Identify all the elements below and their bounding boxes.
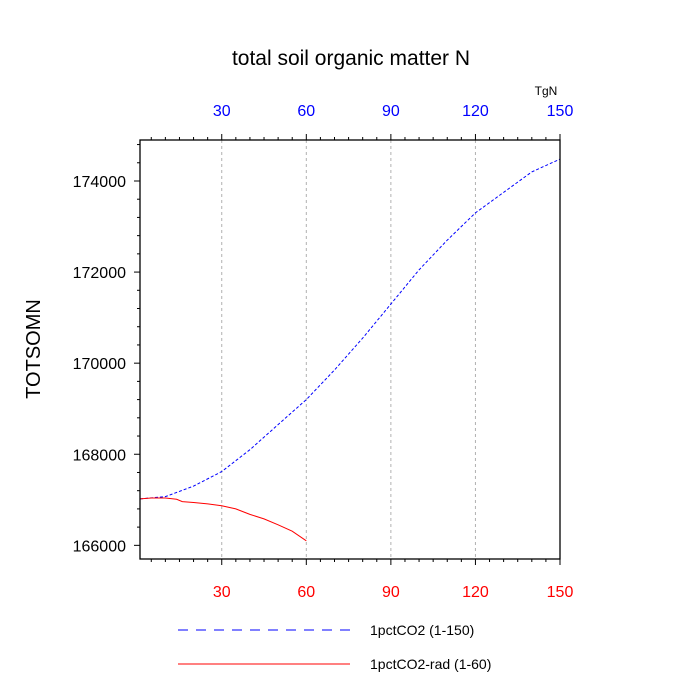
y-tick-label: 166000 xyxy=(73,538,126,555)
chart-title: total soil organic matter N xyxy=(232,47,470,70)
top-x-tick-labels: 30 60 90 120 150 xyxy=(213,103,574,120)
series-line-1 xyxy=(139,497,307,542)
plot-series xyxy=(139,158,561,542)
top-axis-unit-label: TgN xyxy=(535,84,558,98)
y-tick-label: 168000 xyxy=(73,447,126,464)
x-tick-label-top: 90 xyxy=(382,103,400,120)
x-tick-label-top: 120 xyxy=(462,103,489,120)
axis-ticks xyxy=(134,134,561,565)
y-tick-label: 170000 xyxy=(73,356,126,373)
x-tick-label-top: 30 xyxy=(213,103,231,120)
x-tick-label-top: 150 xyxy=(547,103,574,120)
legend-label-1pctco2: 1pctCO2 (1-150) xyxy=(370,622,474,638)
legend-label-1pctco2-rad: 1pctCO2-rad (1-60) xyxy=(370,656,491,672)
y-tick-label: 174000 xyxy=(73,174,126,191)
x-tick-label-bottom: 120 xyxy=(462,584,489,601)
series-line-0 xyxy=(139,158,561,500)
plot-frame xyxy=(139,139,561,560)
bottom-x-tick-labels: 30 60 90 120 150 xyxy=(213,584,574,601)
grid-lines xyxy=(221,140,476,559)
x-tick-label-bottom: 150 xyxy=(547,584,574,601)
x-tick-label-bottom: 90 xyxy=(382,584,400,601)
legend: 1pctCO2 (1-150) 1pctCO2-rad (1-60) xyxy=(178,622,491,672)
y-tick-label: 172000 xyxy=(73,265,126,282)
y-tick-labels: 166000 168000 170000 172000 174000 xyxy=(73,174,126,555)
x-tick-label-bottom: 60 xyxy=(297,584,315,601)
y-axis-label: TOTSOMN xyxy=(23,299,45,399)
x-tick-label-top: 60 xyxy=(297,103,315,120)
x-tick-label-bottom: 30 xyxy=(213,584,231,601)
